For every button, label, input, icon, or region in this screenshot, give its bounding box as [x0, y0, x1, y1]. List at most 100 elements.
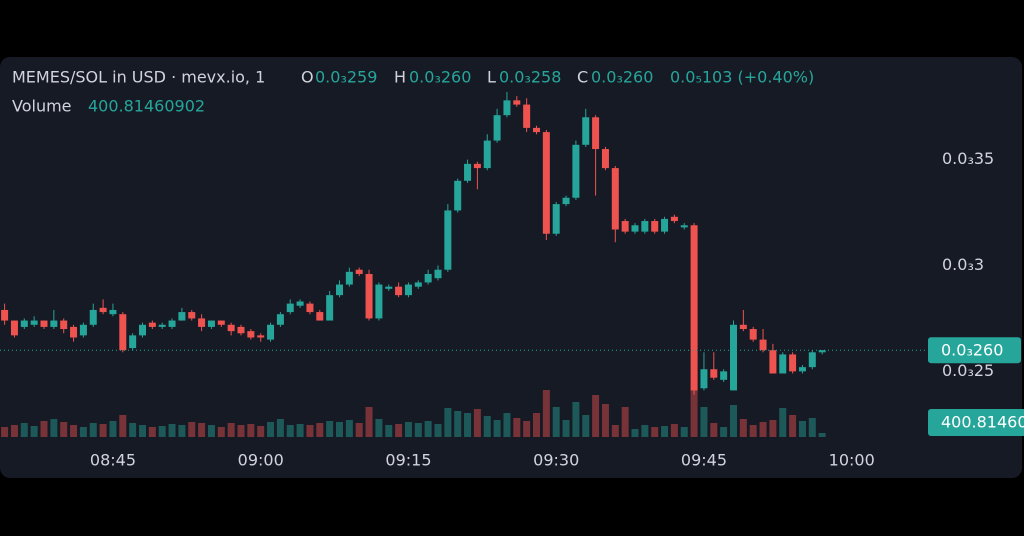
candle-body [483, 140, 491, 169]
volume-bar [503, 413, 511, 437]
last-price-label: 0.0₃260 [941, 341, 1003, 360]
candle-body [690, 225, 698, 391]
volume-bar [395, 424, 403, 437]
y-tick-label: 0.0₃3 [942, 255, 984, 274]
volume-bar [680, 427, 688, 437]
candle-body [611, 168, 619, 230]
candle-body [404, 284, 412, 296]
volume-bar [730, 405, 737, 437]
volume-bar [257, 426, 265, 437]
volume-bar [542, 390, 550, 437]
x-tick-label: 09:00 [238, 451, 284, 470]
candle-body [385, 286, 393, 289]
candle-body [779, 354, 787, 374]
volume-bar [336, 422, 343, 437]
symbol-title: MEMES/SOL in USD · mevx.io, 1 [12, 68, 265, 87]
candle-body [513, 100, 521, 105]
candle-body [286, 303, 294, 313]
candle-body [355, 269, 363, 274]
volume-bar [601, 404, 609, 437]
candle-body [572, 144, 580, 198]
candle-body [217, 320, 225, 325]
low-value: 0.0₃258 [499, 68, 561, 87]
candle-body [720, 371, 728, 380]
volume-bar [739, 419, 747, 437]
candle-body [739, 324, 747, 330]
volume-bar [60, 422, 68, 437]
candle-body [710, 369, 718, 378]
candle-body [257, 335, 265, 338]
candle-body [99, 307, 107, 313]
volume-bar [661, 426, 669, 437]
volume-bar [641, 425, 649, 437]
volume-bar [700, 407, 708, 437]
volume-bar [139, 425, 146, 437]
candle-body [60, 320, 68, 330]
volume-bar [385, 425, 393, 437]
candle-body [680, 225, 688, 228]
candle-body [661, 218, 669, 232]
candle-body [365, 273, 373, 319]
candle-body [375, 284, 383, 319]
candle-body [207, 320, 215, 327]
candle-body [395, 286, 403, 296]
volume-bar [720, 427, 728, 437]
volume-bar [188, 422, 196, 437]
volume-bar [10, 425, 18, 437]
volume-bar [129, 423, 137, 437]
open-value: 0.0₃259 [315, 68, 377, 87]
candle-body [798, 367, 806, 372]
volume-bar [483, 416, 491, 437]
open-key: O [301, 68, 314, 87]
candle-body [10, 320, 18, 336]
x-tick-label: 09:15 [385, 451, 431, 470]
candle-body [50, 320, 58, 327]
x-tick-label: 08:45 [90, 451, 136, 470]
volume-bar [759, 422, 767, 437]
candle-body [592, 117, 600, 150]
volume-value: 400.81460902 [88, 97, 205, 116]
volume-bar [227, 423, 235, 437]
candle-body [158, 324, 166, 327]
volume-bar [158, 426, 166, 437]
volume-bar [79, 427, 87, 437]
volume-bar [779, 408, 787, 437]
candle-body [464, 163, 472, 181]
candle-body [424, 273, 432, 283]
volume-bar [611, 425, 619, 437]
volume-bar [749, 425, 757, 437]
candle-body [730, 324, 737, 391]
volume-bar [493, 420, 501, 437]
volume-bar [552, 407, 560, 437]
candle-body [129, 335, 137, 349]
candle-body [493, 115, 501, 141]
candle-body [316, 312, 324, 321]
y-tick-label: 0.0₃35 [942, 149, 994, 168]
volume-bar [808, 418, 816, 437]
x-tick-label: 10:00 [829, 451, 875, 470]
volume-bar [444, 408, 452, 437]
candle-body [30, 320, 38, 325]
candle-body [336, 284, 343, 296]
volume-bar [217, 427, 225, 437]
candle-body [631, 225, 639, 232]
volume-bar [375, 419, 383, 437]
volume-bar [109, 421, 117, 437]
candle-body [759, 339, 767, 351]
volume-bar [326, 421, 334, 437]
candle-body [276, 314, 284, 325]
candle-body [749, 329, 757, 340]
volume-bar [119, 415, 127, 437]
candle-body [139, 324, 146, 336]
volume-bar [464, 413, 472, 437]
volume-bar [89, 423, 97, 437]
candle-body [267, 324, 275, 340]
last-price-badge [928, 337, 1021, 364]
candle-body [227, 324, 235, 332]
volume-bar [473, 409, 481, 437]
candle-body [326, 295, 334, 321]
candle-body [444, 210, 452, 270]
volume-bar [582, 415, 590, 437]
